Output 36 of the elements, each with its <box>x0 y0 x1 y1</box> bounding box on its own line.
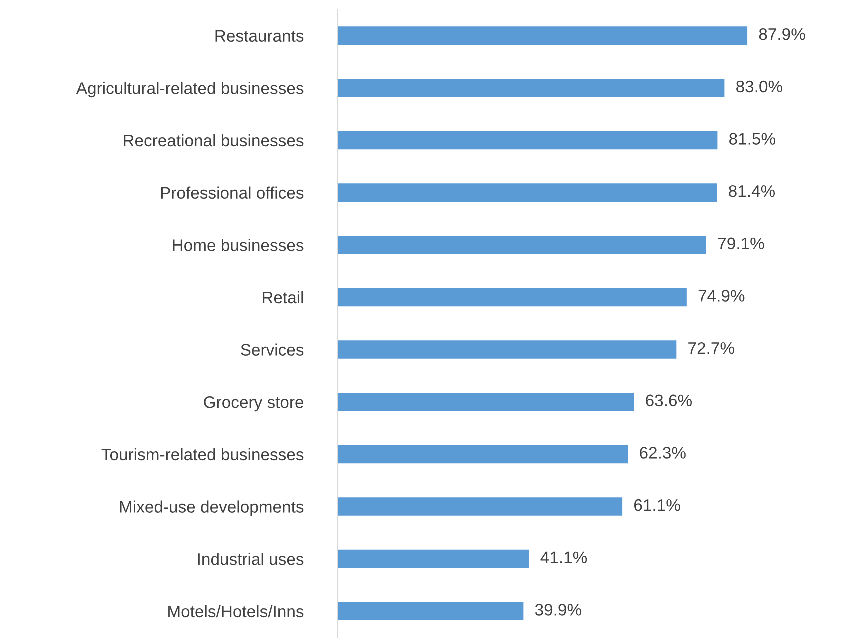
data-label: 81.4% <box>729 185 776 198</box>
bar <box>338 26 748 45</box>
y-tick-label: Mixed-use developments <box>120 500 304 516</box>
data-label: 79.1% <box>718 238 764 250</box>
bar <box>338 498 623 516</box>
y-tick-label: Professional offices <box>161 186 304 199</box>
bar <box>338 131 718 150</box>
y-tick-label: Retail <box>263 291 304 304</box>
data-label: 63.6% <box>646 394 692 407</box>
bar <box>338 184 718 202</box>
data-label: 87.9% <box>759 28 806 40</box>
y-tick-label: Restaurants <box>216 30 304 42</box>
bar <box>338 550 530 568</box>
data-label: 39.9% <box>535 604 582 616</box>
bar <box>338 392 634 412</box>
y-tick-label: Industrial uses <box>198 553 304 566</box>
data-label: 83.0% <box>736 80 782 93</box>
y-tick-label: Agricultural-related businesses <box>76 82 304 98</box>
data-label: 62.3% <box>640 447 686 459</box>
bar <box>338 236 706 254</box>
y-tick-label: Home businesses <box>173 239 304 252</box>
bar <box>338 288 687 307</box>
y-tick-label: Motels/Hotels/Inns <box>168 605 304 618</box>
y-tick-label: Tourism-related businesses <box>102 448 304 461</box>
bar <box>338 602 524 621</box>
data-label: 74.9% <box>698 290 745 302</box>
data-label: 81.5% <box>730 133 776 145</box>
data-label: 61.1% <box>634 499 680 512</box>
data-label: 41.1% <box>540 552 588 564</box>
bar <box>338 340 677 359</box>
y-tick-label: Services <box>241 344 304 356</box>
bar <box>338 445 628 464</box>
bar <box>338 78 725 98</box>
data-label: 72.7% <box>688 342 734 354</box>
y-tick-label: Recreational businesses <box>124 134 304 147</box>
y-tick-label: Grocery store <box>204 396 304 412</box>
